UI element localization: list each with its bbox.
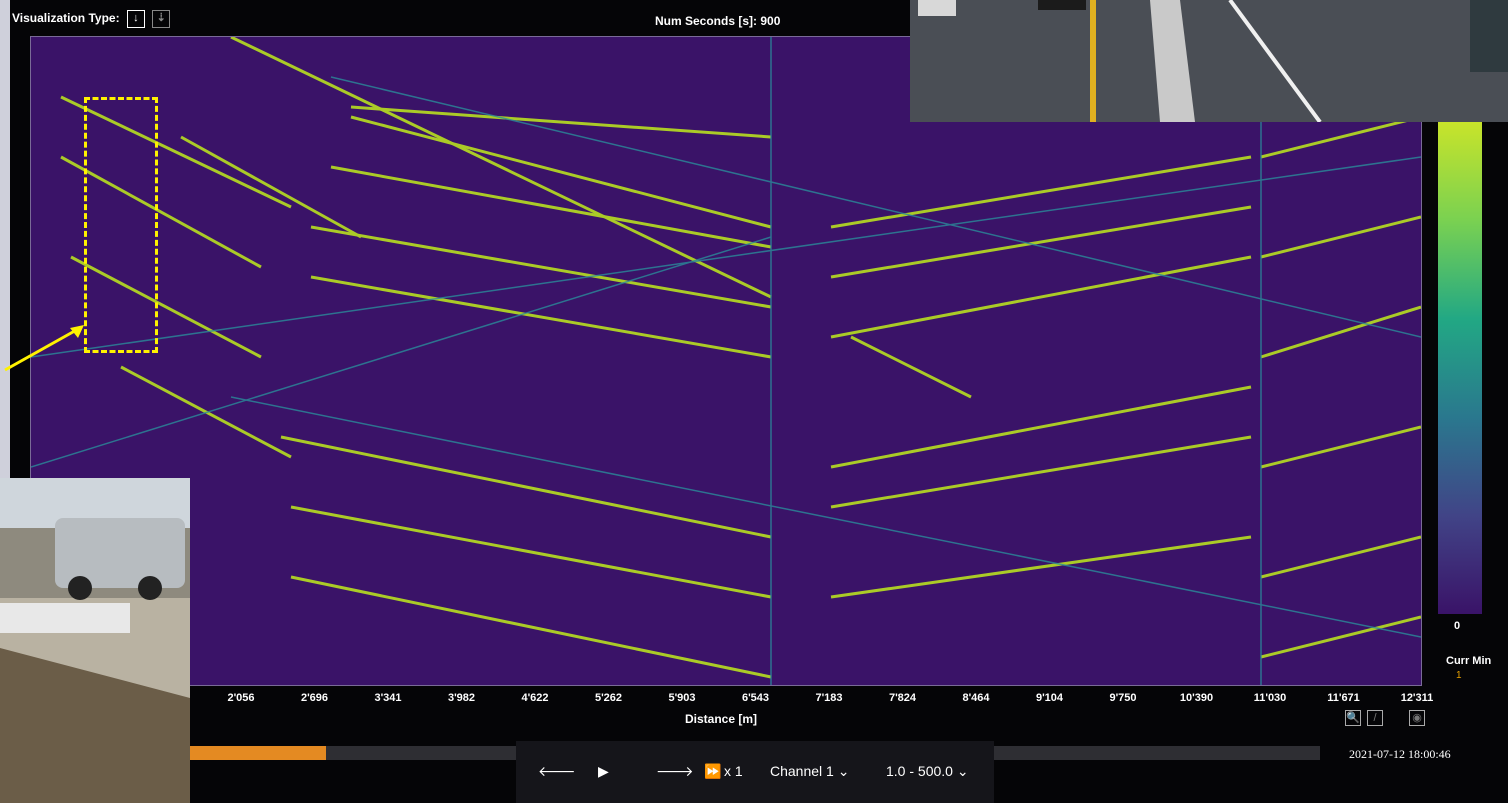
x-tick-label: 8'464 <box>962 692 990 704</box>
arrow-down-icon[interactable]: ↓ <box>126 10 145 28</box>
step-back-icon[interactable]: 🡐 <box>538 763 576 779</box>
curr-min-label: Curr Min <box>1446 655 1492 667</box>
timestamp: 2021-07-12 18:00:46 <box>1349 747 1451 761</box>
x-tick-label: 9'750 <box>1109 692 1137 704</box>
x-tick-label: 11'030 <box>1253 692 1287 704</box>
highlight-box <box>84 97 158 353</box>
playback-controls: 🡐 ▶ 🡒 ⏩ x 1 Channel 1 ⌄ 1.0 - 500.0 ⌄ <box>516 741 994 803</box>
channel-select-value: Channel 1 <box>770 763 834 779</box>
curr-min-value: 1 <box>1456 670 1462 681</box>
visualization-type-label: Visualization Type: <box>12 11 120 26</box>
x-tick-label: 11'671 <box>1327 692 1360 704</box>
trace-lines <box>31 37 1421 685</box>
num-seconds-label: Num Seconds [s]: 900 <box>655 14 781 28</box>
x-tick-label: 9'104 <box>1035 692 1064 704</box>
x-axis-ticks: 2'056 2'696 3'341 3'982 4'622 5'262 5'903 6'543… <box>0 692 1508 706</box>
pen-icon[interactable]: / <box>1367 710 1383 726</box>
range-select-value: 1.0 - 500.0 <box>886 763 953 779</box>
truck-photo <box>0 478 190 803</box>
speed-label: x 1 <box>724 763 743 779</box>
x-tick-label: 3'341 <box>374 692 402 704</box>
x-tick-label: 3'982 <box>447 692 476 704</box>
eye-icon[interactable]: ◉ <box>1409 710 1425 726</box>
channel-select[interactable]: Channel 1 ⌄ <box>770 763 850 779</box>
highway-photo-drawing <box>910 0 1508 122</box>
x-tick-label: 4'622 <box>521 692 549 704</box>
step-forward-icon[interactable]: 🡒 <box>656 763 694 779</box>
play-icon[interactable]: ▶ <box>598 763 609 779</box>
colorbar-zero-label: 0 <box>1454 620 1461 632</box>
truck-photo-drawing <box>0 478 190 803</box>
fast-forward-icon[interactable]: ⏩ <box>704 763 722 779</box>
x-tick-label: 10'390 <box>1179 692 1214 704</box>
x-tick-label: 5'903 <box>668 692 696 704</box>
x-tick-label: 7'183 <box>815 692 843 704</box>
x-axis-label: Distance [m] <box>685 712 758 726</box>
x-tick-label: 12'311 <box>1400 692 1434 704</box>
x-tick-label: 6'543 <box>741 692 770 704</box>
pointer-arrow <box>4 325 84 372</box>
progress-fill <box>190 746 326 760</box>
waterfall-plot[interactable] <box>30 36 1422 686</box>
waveform-icon[interactable]: ⇣ <box>152 10 171 28</box>
zoom-icon[interactable]: 🔍 <box>1345 710 1361 726</box>
x-tick-label: 2'696 <box>300 692 329 704</box>
visualization-type-bar: Visualization Type: ↓ ⇣ <box>12 10 171 28</box>
highway-photo <box>910 0 1508 122</box>
x-tick-label: 5'262 <box>594 692 623 704</box>
range-select[interactable]: 1.0 - 500.0 ⌄ <box>886 763 969 779</box>
x-tick-label: 2'056 <box>227 692 255 704</box>
x-tick-label: 7'824 <box>888 692 917 704</box>
colorbar <box>1438 122 1482 614</box>
